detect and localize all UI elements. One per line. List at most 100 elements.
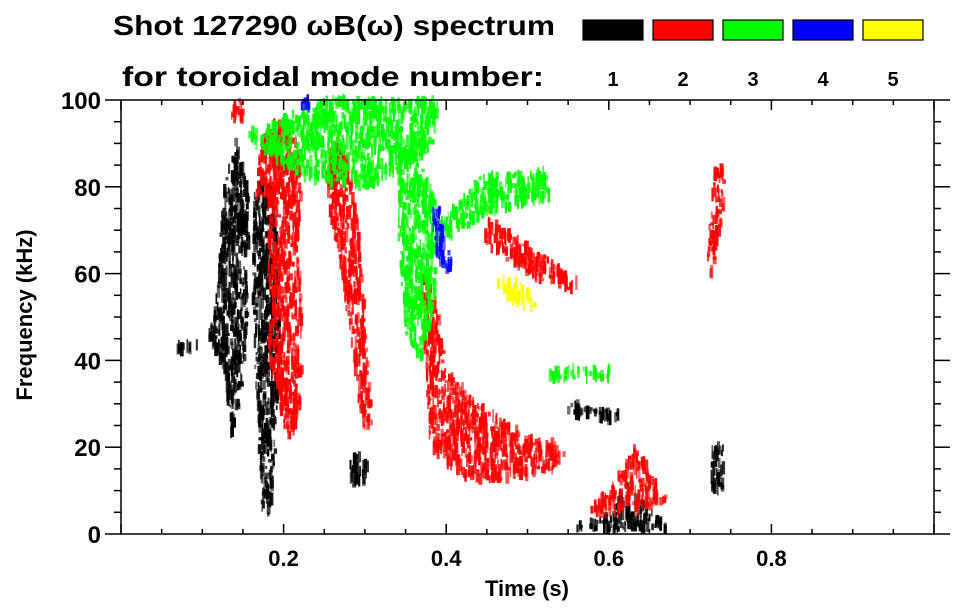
spectral-cell-mode-3 [410,329,413,344]
spectral-cell-mode-3 [346,126,349,136]
spectral-cell-mode-3 [332,148,334,161]
spectral-cell-mode-2 [501,227,505,240]
spectral-cell-mode-2 [269,351,272,358]
spectral-cell-mode-2 [294,287,298,293]
spectral-cell-mode-2 [353,244,357,252]
spectral-cell-mode-3 [414,131,417,136]
spectral-cell-mode-2 [454,439,457,452]
spectral-cell-mode-3 [307,133,311,140]
spectral-cell-mode-1 [220,337,223,347]
spectral-cell-mode-2 [488,229,492,245]
spectral-cell-mode-2 [288,251,291,264]
spectral-cell-mode-2 [274,188,277,195]
spectral-cell-mode-2 [360,372,364,385]
spectral-cell-mode-1 [257,444,262,454]
spectral-cell-mode-3 [494,200,499,208]
spectral-cell-mode-2 [525,258,528,266]
spectral-cell-mode-2 [297,398,302,405]
spectral-cell-mode-3 [431,242,434,246]
spectral-cell-mode-2 [449,425,452,436]
spectral-cell-mode-3 [423,135,426,145]
spectral-cell-mode-3 [334,158,338,166]
spectral-cell-mode-2 [450,464,452,471]
spectral-cell-mode-1 [260,373,264,379]
spectral-cell-mode-2 [330,193,333,199]
spectral-cell-mode-3 [386,145,389,153]
spectral-cell-mode-1 [270,310,274,315]
spectral-cell-mode-3 [412,323,415,332]
spectral-cell-mode-2 [283,360,287,368]
spectral-cell-mode-1 [257,382,260,387]
spectral-cell-mode-1 [225,287,229,299]
spectral-cell-mode-3 [410,287,413,298]
spectral-cell-mode-3 [384,99,388,114]
spectral-cell-mode-2 [445,429,450,434]
spectral-cell-mode-2 [274,173,278,181]
mode-2-feature [267,180,304,440]
spectral-cell-mode-3 [431,95,435,110]
spectral-cell-mode-2 [368,399,373,408]
spectral-cell-mode-2 [289,297,293,309]
spectral-cell-mode-3 [535,183,540,197]
spectral-cell-mode-2 [291,295,294,309]
spectral-cell-mode-3 [352,101,356,115]
spectral-cell-mode-1 [244,321,249,327]
spectral-cell-mode-2 [347,272,350,278]
spectral-cell-mode-2 [353,361,358,377]
spectral-cell-mode-3 [420,282,423,286]
spectral-cell-mode-2 [508,433,512,448]
spectral-cell-mode-2 [298,209,301,222]
spectral-cell-mode-3 [469,209,472,218]
spectral-cell-mode-1 [252,306,257,313]
spectral-cell-mode-2 [293,219,297,228]
spectral-cell-mode-2 [425,361,428,370]
spectral-cell-mode-2 [460,414,464,426]
spectral-cell-mode-3 [294,114,298,124]
spectral-cell-mode-2 [275,356,278,363]
spectral-cell-mode-2 [473,405,477,411]
spectral-cell-mode-2 [438,415,442,423]
spectral-cell-mode-3 [408,233,413,245]
spectral-cell-mode-3 [426,183,429,193]
spectral-cell-mode-2 [475,427,479,433]
spectral-cell-mode-2 [524,439,529,454]
legend-label-mode-1: 1 [607,69,618,91]
spectral-cell-mode-1 [235,252,239,268]
spectral-cell-mode-3 [359,173,361,178]
spectral-cell-mode-2 [240,102,243,114]
spectral-cell-mode-2 [343,255,346,260]
spectral-cell-mode-3 [331,140,334,150]
spectral-cell-mode-2 [333,181,337,197]
spectral-cell-mode-2 [632,501,635,506]
spectral-cell-mode-2 [268,355,272,366]
spectral-cell-mode-2 [531,433,533,446]
spectral-cell-mode-2 [540,263,542,268]
spectral-cell-mode-3 [430,222,434,235]
spectral-cell-mode-1 [717,457,721,469]
spectral-cell-mode-3 [514,183,517,189]
spectral-cell-mode-2 [722,179,726,184]
spectral-cell-mode-1 [259,450,263,466]
spectral-cell-mode-2 [629,482,633,491]
spectral-cell-mode-2 [442,439,447,452]
spectral-cell-mode-1 [268,459,272,463]
spectral-cell-mode-3 [400,194,404,201]
spectral-cell-mode-3 [328,110,332,122]
spectral-cell-mode-2 [437,440,442,450]
spectral-cell-mode-3 [344,100,348,112]
spectral-cell-mode-2 [461,448,463,457]
spectral-cell-mode-3 [371,144,374,158]
spectral-cell-mode-1 [255,296,259,306]
spectral-cell-mode-2 [357,263,362,269]
spectral-cell-mode-3 [483,174,485,184]
spectral-cell-mode-3 [376,123,381,138]
spectral-cell-mode-1 [270,367,273,378]
spectral-cell-mode-1 [233,243,236,257]
spectral-cell-mode-3 [381,133,385,140]
spectral-cell-mode-2 [456,468,461,476]
spectral-cell-mode-2 [268,203,272,208]
spectral-cell-mode-1 [257,324,261,330]
spectral-cell-mode-2 [340,204,344,213]
spectral-cell-mode-2 [430,374,434,386]
spectral-cell-mode-2 [462,390,465,397]
